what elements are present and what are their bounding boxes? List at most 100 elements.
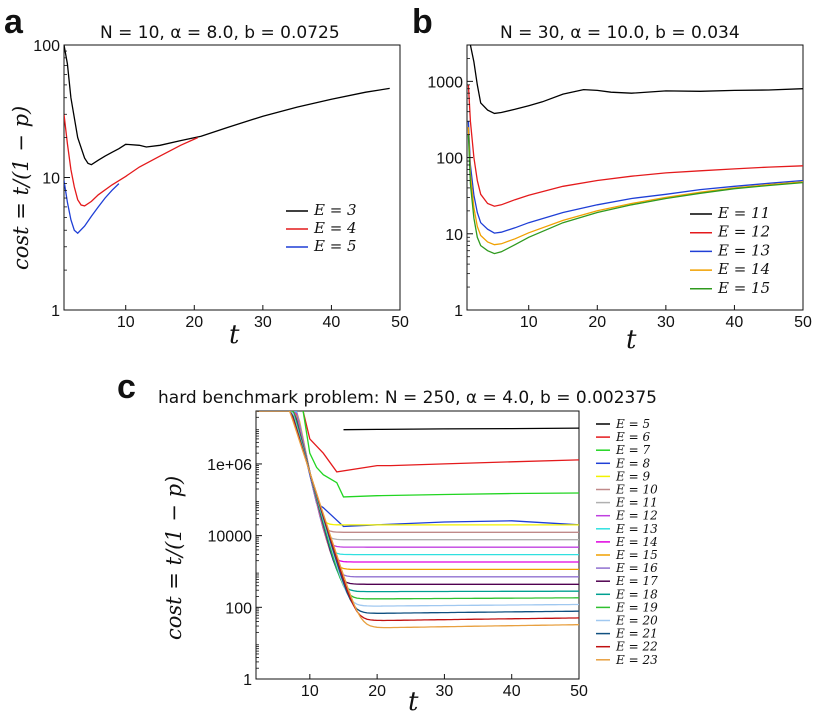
panel-a-title: N = 10, α = 8.0, b = 0.0725 <box>100 23 340 43</box>
panel-b-title: N = 30, α = 10.0, b = 0.034 <box>500 23 740 43</box>
series-line-E12 <box>256 411 579 548</box>
panel-b-plot-frame <box>466 44 804 311</box>
legend-label: E = 11 <box>615 496 658 510</box>
curve-group <box>467 45 803 255</box>
panel-c-legend: E = 5E = 6E = 7E = 8E = 9E = 10E = 11E =… <box>596 417 658 667</box>
series-line-E19 <box>256 411 579 600</box>
panel-label-a: a <box>4 3 24 41</box>
legend-label: E = 19 <box>615 600 658 614</box>
y-tick-label: 100 <box>33 38 60 55</box>
y-tick-label: 1 <box>243 672 252 689</box>
x-tick-label: 30 <box>254 314 272 331</box>
panel-label-b: b <box>412 3 433 41</box>
panel-a: a N = 10, α = 8.0, b = 0.0725 10 20 30 40 50… <box>4 3 409 350</box>
legend-label: E = 17 <box>615 574 658 588</box>
series-line-E11 <box>256 411 579 541</box>
panel-a-y-label: cost = t/(1 − p) <box>9 106 33 270</box>
panel-c-x-label: t <box>408 687 419 716</box>
series-line-E5 <box>343 427 579 431</box>
series-line-1 <box>64 114 198 207</box>
x-tick-label: 40 <box>323 314 341 331</box>
series-line-4 <box>467 134 803 255</box>
legend-label: E = 22 <box>615 640 658 654</box>
y-tick-label: 10000 <box>208 529 253 546</box>
panel-a-plot-frame <box>63 44 401 311</box>
series-line-E17 <box>256 411 579 585</box>
y-tick-label: 10 <box>445 227 463 244</box>
x-tick-label: 20 <box>588 314 606 331</box>
y-tick-label: 1 <box>51 303 60 320</box>
legend-label: E = 9 <box>615 469 650 483</box>
legend-label: E = 6 <box>615 430 650 444</box>
y-tick-label: 100 <box>225 600 252 617</box>
legend-label: E = 5 <box>313 237 357 255</box>
curve-group <box>256 411 579 629</box>
legend-label: E = 11 <box>717 204 770 222</box>
panel-b-curves <box>467 45 803 255</box>
series-line-E7 <box>302 411 579 498</box>
legend-label: E = 15 <box>615 548 658 562</box>
x-tick-label: 30 <box>436 683 454 700</box>
legend-label: E = 10 <box>615 483 658 497</box>
series-line-E6 <box>302 411 579 473</box>
panel-c-curves <box>256 411 579 629</box>
series-line-E15 <box>256 411 579 571</box>
legend-label: E = 3 <box>313 201 357 219</box>
series-line-2 <box>64 180 120 235</box>
panel-a-curves <box>64 45 390 235</box>
x-tick-label: 50 <box>570 683 588 700</box>
y-tick-label: 1e+06 <box>207 457 252 474</box>
y-tick-label: 100 <box>436 151 463 168</box>
x-tick-label: 50 <box>794 314 812 331</box>
series-line-E23 <box>256 411 579 629</box>
legend-label: E = 16 <box>615 561 658 575</box>
curve-group <box>64 45 390 235</box>
series-line-0 <box>469 45 803 115</box>
series-line-0 <box>64 45 390 166</box>
panel-c-y-label: cost = t/(1 − p) <box>162 476 186 640</box>
legend-label: E = 18 <box>615 587 658 601</box>
legend-label: E = 12 <box>615 509 658 523</box>
panel-label-c: c <box>117 368 136 406</box>
x-tick-label: 10 <box>520 314 538 331</box>
legend-label: E = 14 <box>717 260 770 278</box>
x-tick-label: 20 <box>185 314 203 331</box>
series-line-E18 <box>256 411 579 593</box>
x-tick-label: 20 <box>368 683 386 700</box>
panel-a-x-label: t <box>229 320 240 350</box>
series-line-2 <box>467 121 803 234</box>
x-tick-label: 40 <box>503 683 521 700</box>
y-tick-label: 1000 <box>427 74 463 91</box>
panel-c-plot-frame <box>255 410 580 680</box>
series-line-E21 <box>256 411 579 614</box>
legend-label: E = 23 <box>615 653 658 667</box>
series-line-1 <box>467 84 803 207</box>
panel-a-ticks: 10 20 30 40 50 1 10 100 <box>33 38 409 331</box>
legend-label: E = 14 <box>615 535 658 549</box>
x-tick-label: 30 <box>657 314 675 331</box>
legend-label: E = 4 <box>313 219 357 237</box>
panel-b: b N = 30, α = 10.0, b = 0.034 10 20 30 40 50… <box>412 3 812 355</box>
panel-a-legend: E = 3E = 4E = 5 <box>286 201 357 255</box>
legend-label: E = 7 <box>615 443 650 457</box>
legend-label: E = 5 <box>615 417 650 431</box>
x-tick-label: 50 <box>391 314 409 331</box>
panel-c-title: hard benchmark problem: N = 250, α = 4.0… <box>158 388 657 408</box>
legend-label: E = 13 <box>717 241 770 259</box>
y-tick-label: 1 <box>454 303 463 320</box>
legend-label: E = 8 <box>615 456 650 470</box>
x-tick-label: 10 <box>301 683 319 700</box>
x-tick-label: 10 <box>117 314 135 331</box>
legend-label: E = 15 <box>717 279 770 297</box>
panel-c-ticks: 10 20 30 40 50 1 100 10000 1e+06 <box>207 410 588 700</box>
panel-b-ticks: 10 20 30 40 50 1 10 100 1000 <box>427 44 812 331</box>
panel-b-legend: E = 11E = 12E = 13E = 14E = 15 <box>690 204 770 297</box>
series-line-E13 <box>256 411 579 556</box>
y-tick-label: 10 <box>42 171 60 188</box>
panel-b-x-label: t <box>626 325 637 355</box>
x-tick-label: 40 <box>726 314 744 331</box>
legend-label: E = 21 <box>615 627 658 641</box>
panel-c: c hard benchmark problem: N = 250, α = 4… <box>117 368 658 716</box>
legend-label: E = 20 <box>615 614 658 628</box>
